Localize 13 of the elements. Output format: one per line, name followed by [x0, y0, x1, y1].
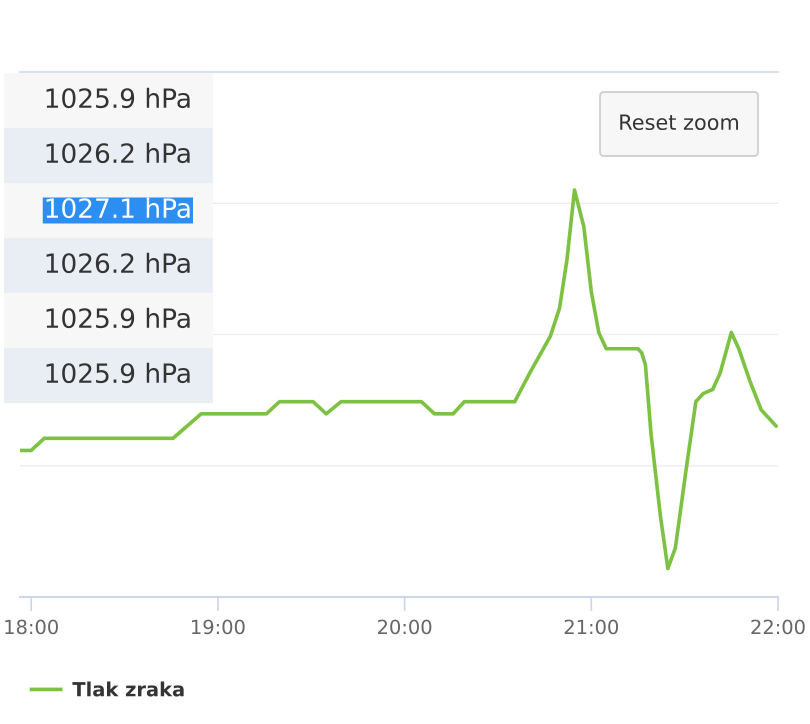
- x-tick-label: 21:00: [564, 620, 618, 634]
- text: 1026.2 hPa: [46, 142, 190, 164]
- x-tick-label: 22:00: [751, 620, 805, 634]
- text: Reset zoom: [620, 114, 738, 130]
- annotation: 1027.1 hPa: [46, 198, 190, 218]
- annotation: 1025.9 hPa: [46, 362, 190, 384]
- x-tick-label: 20:00: [378, 620, 432, 634]
- text: 1025.9 hPa: [46, 88, 190, 108]
- x-tick-label: 18:00: [5, 620, 58, 634]
- annotation: 1026.2 hPa: [46, 252, 190, 274]
- legend-label: Tlak zraka: [72, 682, 184, 697]
- x-tick-label: 19:00: [192, 620, 245, 634]
- annotation: 1025.9 hPa: [46, 308, 190, 328]
